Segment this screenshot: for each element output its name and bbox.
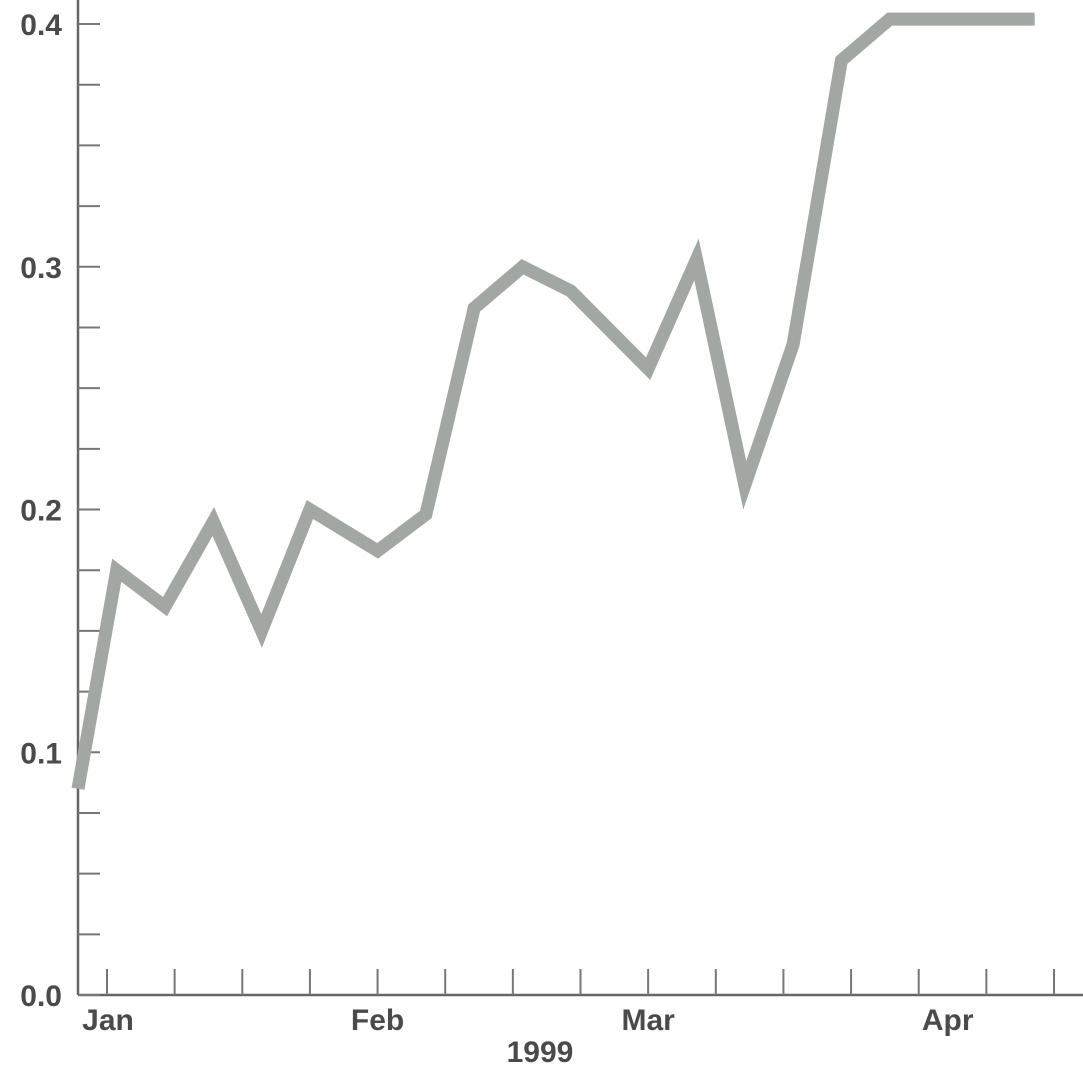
y-tick-label: 0.2 bbox=[20, 495, 62, 528]
y-tick-label: 0.1 bbox=[20, 737, 62, 770]
x-tick-label: Feb bbox=[351, 1004, 404, 1037]
x-tick-label: Apr bbox=[922, 1004, 974, 1037]
x-tick-label: Mar bbox=[621, 1004, 675, 1037]
x-axis-title: 1999 bbox=[507, 1036, 574, 1069]
series-line bbox=[71, 12, 1035, 790]
y-tick-label: 0.0 bbox=[20, 980, 62, 1013]
plot-area bbox=[71, 12, 1035, 790]
y-tick-label: 0.3 bbox=[20, 252, 62, 285]
x-ticks: Jan Feb Mar Apr bbox=[82, 969, 1056, 1037]
y-tick-label: 0.4 bbox=[20, 9, 62, 42]
x-tick-label: Jan bbox=[82, 1004, 134, 1037]
y-ticks: 0.0 0.1 0.2 0.3 0.4 bbox=[20, 9, 100, 1013]
